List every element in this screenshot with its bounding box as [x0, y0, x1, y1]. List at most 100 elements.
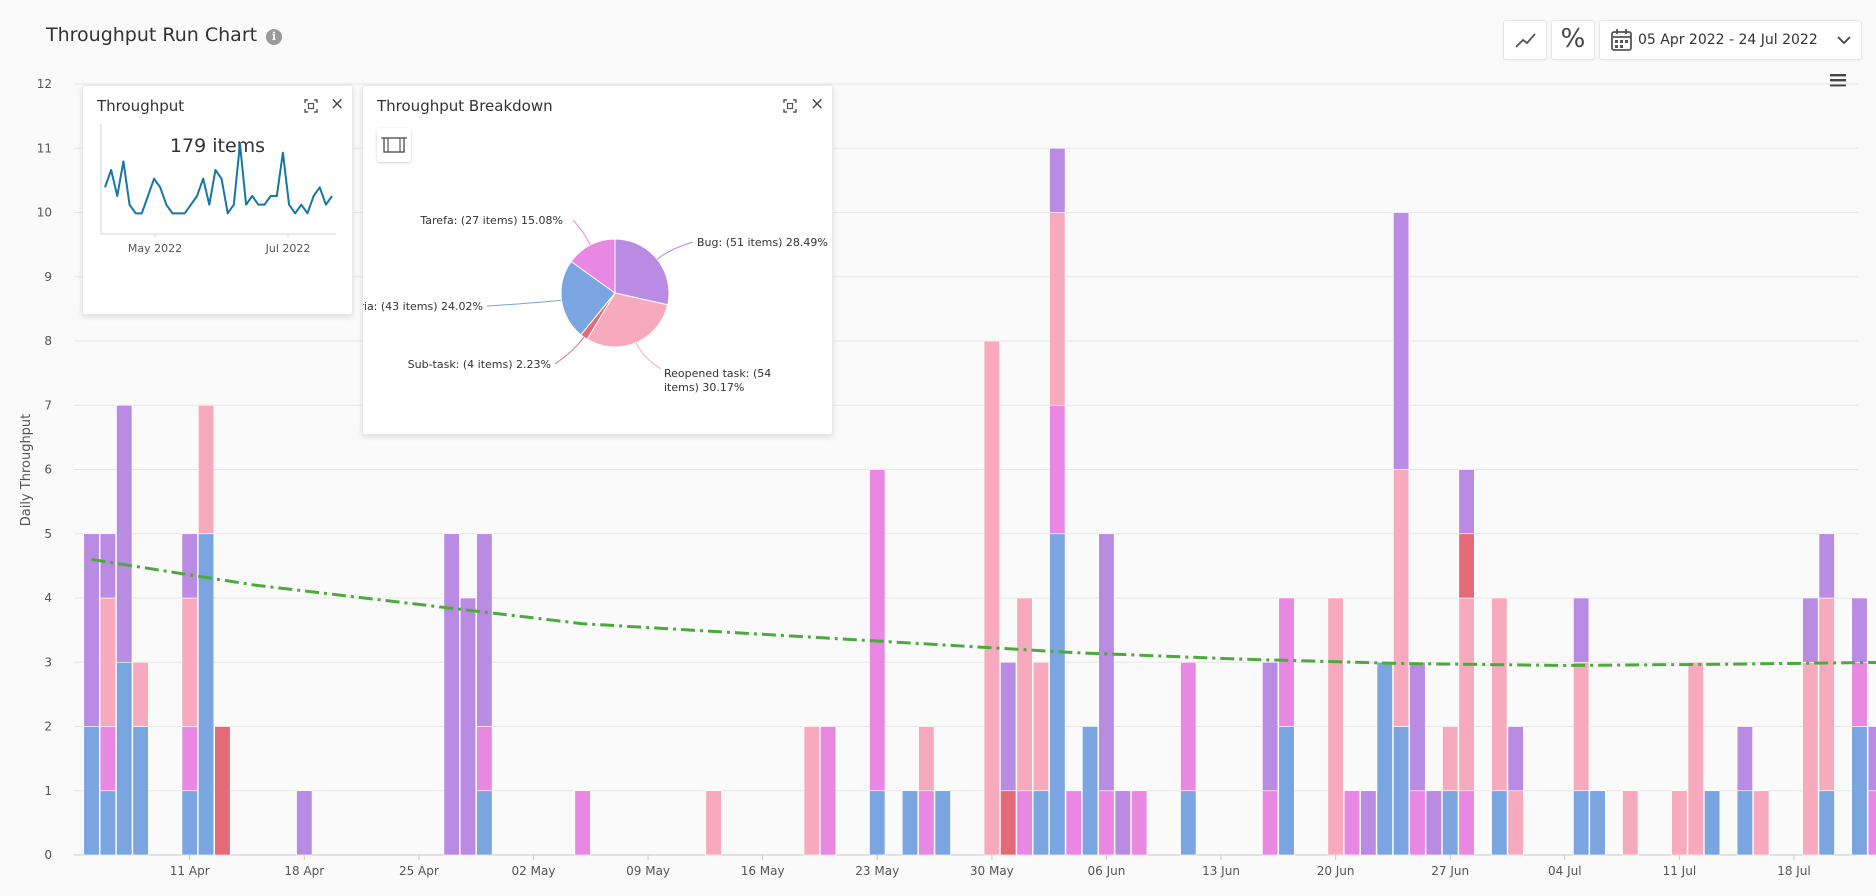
pie-label: História: (43 items) 24.02% — [363, 300, 483, 313]
x-tick-label: 02 May — [512, 864, 556, 878]
bar-segment-tarefa — [181, 726, 198, 792]
close-button[interactable]: × — [330, 94, 345, 114]
sparkline-tick-label: May 2022 — [128, 242, 182, 255]
bar-segment-hist-ria — [1180, 790, 1197, 856]
bar-segment-hist-ria — [1032, 790, 1050, 856]
bar-segment-reopened-task — [983, 340, 1000, 856]
bar-segment-bug — [1425, 790, 1442, 856]
bar-segment-hist-ria — [1278, 726, 1295, 856]
bar-segment-reopened-task — [803, 726, 820, 856]
bar-segment-reopened-task — [99, 597, 116, 727]
bar-segment-hist-ria — [1589, 790, 1606, 856]
bar-segment-hist-ria — [934, 790, 951, 856]
bar-segment-reopened-task — [705, 790, 722, 856]
y-tick-label: 0 — [44, 848, 52, 862]
legend-toggle-icon — [381, 137, 407, 153]
bar-segment-hist-ria — [1442, 790, 1459, 856]
bar-segment-reopened-task — [1016, 597, 1033, 792]
percent-toggle-button[interactable]: % — [1551, 20, 1595, 60]
bar-segment-reopened-task — [1049, 212, 1066, 406]
y-tick-label: 4 — [44, 591, 52, 605]
bar-segment-bug — [1851, 597, 1868, 663]
bar-segment-hist-ria — [116, 661, 133, 856]
bar-segment-bug — [181, 533, 198, 599]
bar-segment-reopened-task — [1393, 469, 1410, 727]
bar-segment-sub-task — [1000, 790, 1017, 856]
expand-icon[interactable] — [304, 99, 318, 113]
x-tick-label: 13 Jun — [1202, 864, 1240, 878]
pie-connector — [486, 299, 562, 307]
y-axis-title: Daily Throughput — [19, 414, 34, 527]
bar-segment-bug — [476, 533, 493, 727]
bar-segment-bug — [296, 790, 313, 856]
pie-connector — [554, 336, 585, 365]
bar-segment-tarefa — [1065, 790, 1082, 856]
bar-segment-reopened-task — [198, 404, 215, 535]
y-tick-label: 5 — [44, 527, 52, 541]
bar-segment-bug — [1507, 726, 1524, 792]
y-tick-label: 6 — [44, 463, 52, 477]
bar-segment-bug — [116, 404, 133, 663]
x-tick-label: 16 May — [741, 864, 785, 878]
bar-segment-hist-ria — [1049, 533, 1066, 856]
x-tick-label: 04 Jul — [1548, 864, 1582, 878]
throughput-card-title: Throughput — [97, 97, 185, 115]
bar-segment-tarefa — [1409, 790, 1426, 856]
y-tick-label: 2 — [44, 720, 52, 734]
bar-segment-tarefa — [1131, 790, 1148, 856]
bar-segment-hist-ria — [198, 533, 215, 856]
bar-segment-hist-ria — [1393, 726, 1410, 856]
x-tick-label: 20 Jun — [1317, 864, 1355, 878]
pie-label: Reopened task: (54 items) 30.17% — [664, 367, 771, 394]
bar-segment-hist-ria — [83, 726, 100, 856]
bar-segment-hist-ria — [1376, 661, 1393, 856]
bar-segment-bug — [1393, 212, 1410, 470]
bar-segment-tarefa — [820, 726, 837, 856]
trend-line-toggle-button[interactable] — [1503, 20, 1547, 60]
bar-segment-bug — [1098, 533, 1115, 792]
bar-segment-hist-ria — [1736, 790, 1753, 856]
bar-segment-tarefa — [574, 790, 591, 856]
x-tick-label: 18 Apr — [284, 864, 324, 878]
y-tick-label: 11 — [37, 141, 52, 155]
date-range-picker[interactable]: 05 Apr 2022 - 24 Jul 2022 — [1599, 20, 1862, 60]
bar-segment-tarefa — [1278, 597, 1295, 727]
y-tick-label: 10 — [37, 206, 52, 220]
bar-segment-bug — [459, 597, 477, 856]
bar-segment-bug — [1114, 790, 1131, 856]
bar-segment-hist-ria — [1573, 790, 1590, 856]
pie-connector — [656, 241, 694, 260]
bar-segment-reopened-task — [1032, 661, 1050, 792]
close-button[interactable]: × — [810, 94, 825, 114]
bar-segment-reopened-task — [1687, 661, 1704, 856]
bar-segment-bug — [1409, 661, 1426, 792]
pie-slice-tarefa — [570, 238, 616, 294]
x-tick-label: 30 May — [970, 864, 1014, 878]
bar-segment-reopened-task — [1671, 790, 1688, 856]
bar-segment-bug — [1360, 790, 1377, 856]
sparkline-series — [104, 143, 333, 215]
bar-segment-reopened-task — [1458, 597, 1475, 792]
bar-segment-hist-ria — [476, 790, 493, 856]
pie-connector — [572, 219, 591, 246]
y-tick-label: 7 — [44, 398, 52, 412]
throughput-card: Throughput × 179 items May 2022 Jul 2022 — [82, 85, 353, 315]
expand-icon[interactable] — [783, 99, 797, 113]
bar-segment-tarefa — [1180, 661, 1197, 792]
hamburger-menu-icon[interactable] — [1830, 74, 1846, 88]
bar-segment-tarefa — [1343, 790, 1361, 856]
bar-segment-reopened-task — [1818, 597, 1835, 792]
throughput-breakdown-card: Throughput Breakdown × Bug: (51 items) 2… — [362, 85, 833, 435]
legend-toggle-button[interactable] — [377, 128, 411, 162]
bar-segment-hist-ria — [869, 790, 886, 856]
throughput-sparkline: May 2022 Jul 2022 — [100, 124, 336, 255]
info-icon[interactable]: i — [266, 29, 282, 45]
bar-segment-reopened-task — [1327, 597, 1344, 856]
x-tick-label: 06 Jun — [1088, 864, 1126, 878]
trend-line-icon — [1515, 33, 1536, 48]
bar-segment-reopened-task — [1507, 790, 1524, 856]
bar-segment-tarefa — [476, 726, 493, 792]
breakdown-pie-chart: Bug: (51 items) 28.49% Reopened task: (54… — [363, 214, 828, 394]
bar-segment-reopened-task — [1802, 661, 1819, 856]
